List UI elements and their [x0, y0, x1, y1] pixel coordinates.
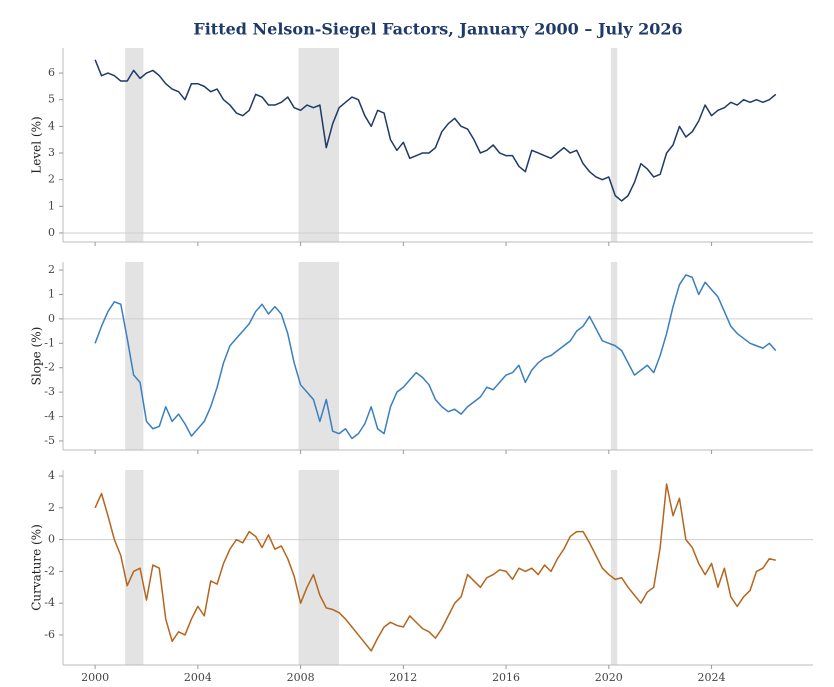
y-axis-label: Level (%): [30, 116, 44, 173]
factor-line: [94, 274, 777, 440]
y-tick-label: -2: [44, 361, 55, 374]
recession-band: [298, 470, 340, 665]
recession-band: [610, 262, 618, 450]
y-tick-label: 0: [48, 226, 55, 239]
y-tick-label: 0: [48, 312, 55, 325]
y-tick-label: 2: [48, 173, 55, 186]
y-tick-label: 4: [48, 469, 55, 482]
x-tick-label: 2012: [389, 671, 417, 684]
x-tick-label: 2004: [184, 671, 212, 684]
y-tick-label: 1: [48, 199, 55, 212]
x-tick-label: 2020: [595, 671, 623, 684]
y-axis-label: Curvature (%): [30, 524, 44, 611]
recession-band: [125, 262, 144, 450]
recession-band: [125, 48, 144, 242]
y-tick-label: -3: [44, 385, 55, 398]
x-tick-label: 2000: [81, 671, 109, 684]
recession-band: [610, 470, 618, 665]
y-tick-label: -6: [44, 628, 55, 641]
recession-band: [610, 48, 618, 242]
y-tick-label: 2: [48, 501, 55, 514]
y-tick-label: 6: [48, 66, 55, 79]
y-tick-label: 1: [48, 287, 55, 300]
x-tick-label: 2008: [287, 671, 315, 684]
y-tick-label: 5: [48, 93, 55, 106]
recession-band: [298, 48, 340, 242]
y-tick-label: 4: [48, 119, 55, 132]
y-tick-label: -2: [44, 564, 55, 577]
factor-line: [94, 483, 776, 652]
y-tick-label: 3: [48, 146, 55, 159]
y-tick-label: -1: [44, 336, 55, 349]
y-tick-label: -5: [44, 434, 55, 447]
recession-band: [125, 470, 144, 665]
y-axis-label: Slope (%): [30, 327, 44, 386]
x-tick-label: 2016: [492, 671, 520, 684]
y-tick-label: -4: [44, 410, 55, 423]
chart-title: Fitted Nelson-Siegel Factors, January 20…: [193, 20, 682, 39]
y-tick-label: 0: [48, 533, 55, 546]
recession-band: [298, 262, 340, 450]
y-tick-label: 2: [48, 263, 55, 276]
x-tick-label: 2024: [698, 671, 726, 684]
factor-line: [94, 59, 777, 202]
y-tick-label: -4: [44, 596, 55, 609]
